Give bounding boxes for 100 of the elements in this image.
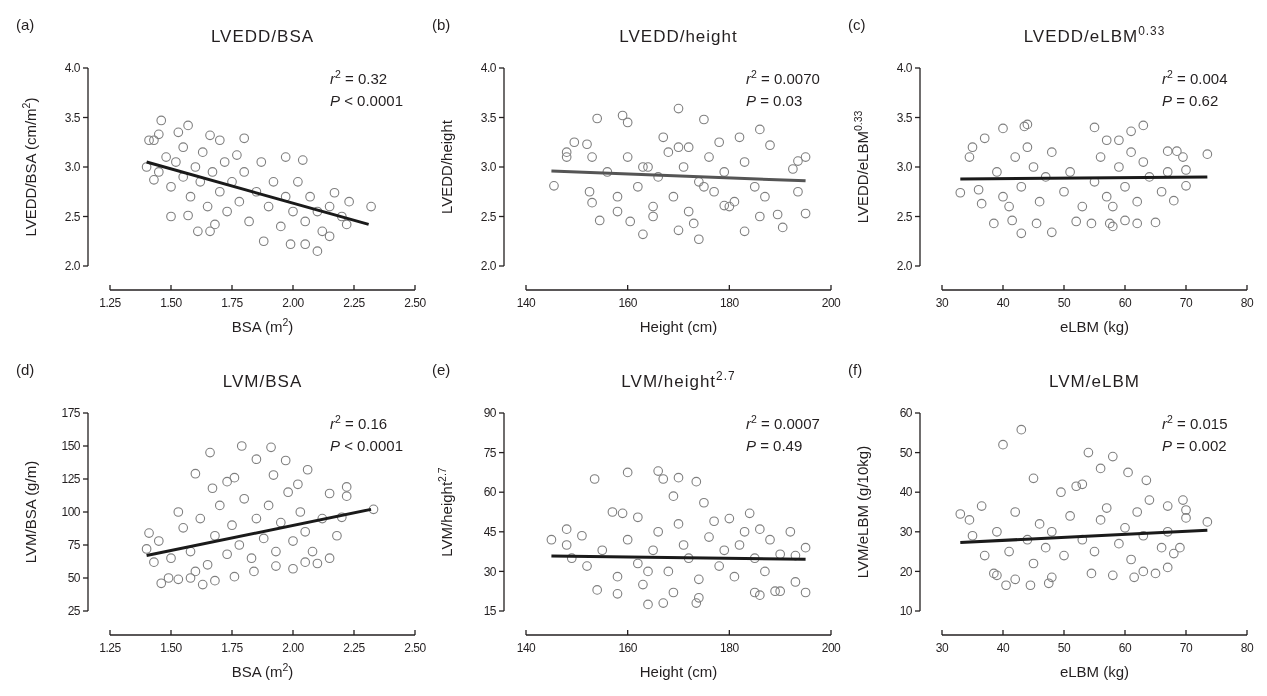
point [1016,181,1027,192]
point [1034,519,1045,529]
point [1040,542,1051,553]
x-axis-title: BSA (m$^{2}$) [231,661,294,680]
point [332,530,342,541]
x-axis-title: BSA (m$^{2}$) [231,316,294,335]
point [622,534,633,545]
point [775,586,786,597]
point [1046,147,1057,157]
annotation: r$^{2}$ = 0.015 [1162,413,1228,432]
x-tick-label: 50 [1057,296,1071,310]
point [760,566,770,577]
point [207,483,218,494]
x-tick-label: 200 [821,296,842,310]
annotation: P < 0.0001 [330,437,403,454]
point [699,181,709,192]
point [709,186,719,197]
y-tick-label: 20 [899,564,913,579]
y-tick-label: 2.5 [64,209,81,224]
point [229,571,240,582]
point [561,540,572,550]
point [973,184,984,195]
point [1065,167,1075,177]
point [210,575,220,586]
point [266,442,276,453]
point [739,157,750,167]
point [1010,574,1021,585]
x-tick-label: 2.50 [404,296,427,310]
point [754,590,765,601]
point [341,491,352,502]
point [955,187,966,198]
point [643,599,653,610]
point [561,524,572,535]
point [1129,572,1139,583]
point [754,524,765,535]
point [998,191,1008,202]
point [1132,507,1143,517]
point [714,137,725,148]
point [1025,580,1036,591]
annotation: P < 0.0001 [330,92,403,109]
point [1138,530,1149,541]
point [1150,568,1161,579]
x-tick-label: 1.75 [221,641,244,655]
point [1181,165,1191,175]
point [368,504,379,515]
point [1071,216,1082,227]
point [739,226,750,237]
point [772,209,783,220]
point [979,550,990,561]
x-tick-label: 200 [821,641,842,655]
point [1138,120,1149,131]
point [992,526,1002,537]
x-tick-label: 140 [516,296,537,310]
y-tick-label: 15 [483,604,497,619]
annotation: P = 0.49 [746,437,803,454]
point [793,186,803,197]
point [1101,503,1112,513]
point [734,132,745,143]
point [312,558,323,569]
point [227,520,237,531]
point [955,509,966,519]
point [185,546,196,557]
y-tick-label: 75 [67,538,81,553]
point [589,474,600,484]
point [251,513,262,524]
point [195,513,206,524]
point [998,439,1008,450]
point [561,152,572,162]
point [582,561,592,571]
x-tick-label: 2.50 [404,641,427,655]
x-tick-label: 40 [996,641,1010,655]
point [668,491,679,502]
point [1181,513,1191,523]
point [724,201,735,212]
y-tick-label: 2.5 [896,209,913,224]
point [153,536,164,546]
point [643,162,653,172]
point [1071,481,1082,492]
point [597,545,608,556]
point [1095,152,1106,162]
point [246,553,257,564]
point [976,198,987,209]
point [197,579,208,590]
point [275,517,286,528]
y-tick-label: 4.0 [480,61,497,76]
y-axis-title: LVM/BSA (g/m) [22,460,39,564]
x-tick-label: 30 [935,641,949,655]
point [658,474,669,484]
point [1156,186,1167,197]
point [1001,580,1011,591]
y-tick-label: 2.0 [64,259,81,274]
point [336,512,347,523]
point [683,553,694,564]
annotation: P = 0.62 [1162,92,1219,109]
point [777,222,788,233]
point [765,534,775,545]
point [1046,572,1057,583]
x-tick-label: 80 [1240,296,1254,310]
point [668,191,679,202]
point [673,519,684,529]
